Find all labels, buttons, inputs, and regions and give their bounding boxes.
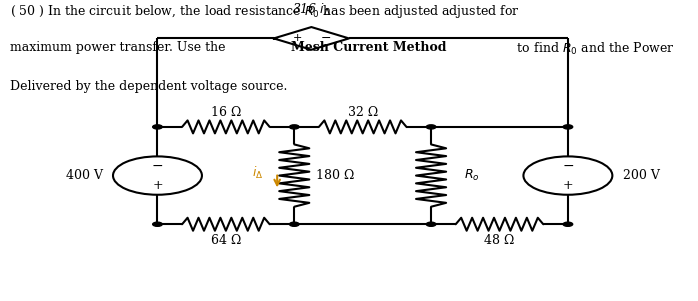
Circle shape (290, 222, 299, 226)
Text: 316 $i_\Delta$: 316 $i_\Delta$ (292, 2, 331, 18)
Text: 48 Ω: 48 Ω (484, 234, 514, 247)
Text: −: − (151, 159, 163, 173)
Circle shape (153, 222, 162, 226)
Circle shape (563, 125, 572, 129)
Text: maximum power transfer. Use the: maximum power transfer. Use the (10, 41, 230, 54)
Circle shape (426, 222, 436, 226)
Text: 180 Ω: 180 Ω (316, 169, 355, 182)
Text: ( 50 ) In the circuit below, the load resistance $R_0$ has been adjusted adjuste: ( 50 ) In the circuit below, the load re… (10, 3, 520, 20)
Text: 400 V: 400 V (66, 169, 103, 182)
Text: +: + (152, 179, 163, 192)
Circle shape (563, 222, 572, 226)
Text: Mesh Current Method: Mesh Current Method (291, 41, 446, 54)
Text: −: − (320, 32, 331, 45)
Text: 16 Ω: 16 Ω (211, 106, 241, 119)
Text: 32 Ω: 32 Ω (348, 106, 378, 119)
Text: 200 V: 200 V (623, 169, 660, 182)
Text: $i_\Delta$: $i_\Delta$ (252, 165, 263, 181)
Text: Delivered by the dependent voltage source.: Delivered by the dependent voltage sourc… (10, 80, 288, 93)
Text: −: − (562, 159, 574, 173)
Text: +: + (563, 179, 573, 192)
Circle shape (426, 125, 436, 129)
Text: 64 Ω: 64 Ω (211, 234, 241, 247)
Circle shape (153, 125, 162, 129)
Text: +: + (292, 33, 302, 43)
Circle shape (290, 125, 299, 129)
Text: $R_o$: $R_o$ (464, 168, 480, 183)
Text: to find $R_0$ and the Power: to find $R_0$ and the Power (513, 41, 675, 57)
